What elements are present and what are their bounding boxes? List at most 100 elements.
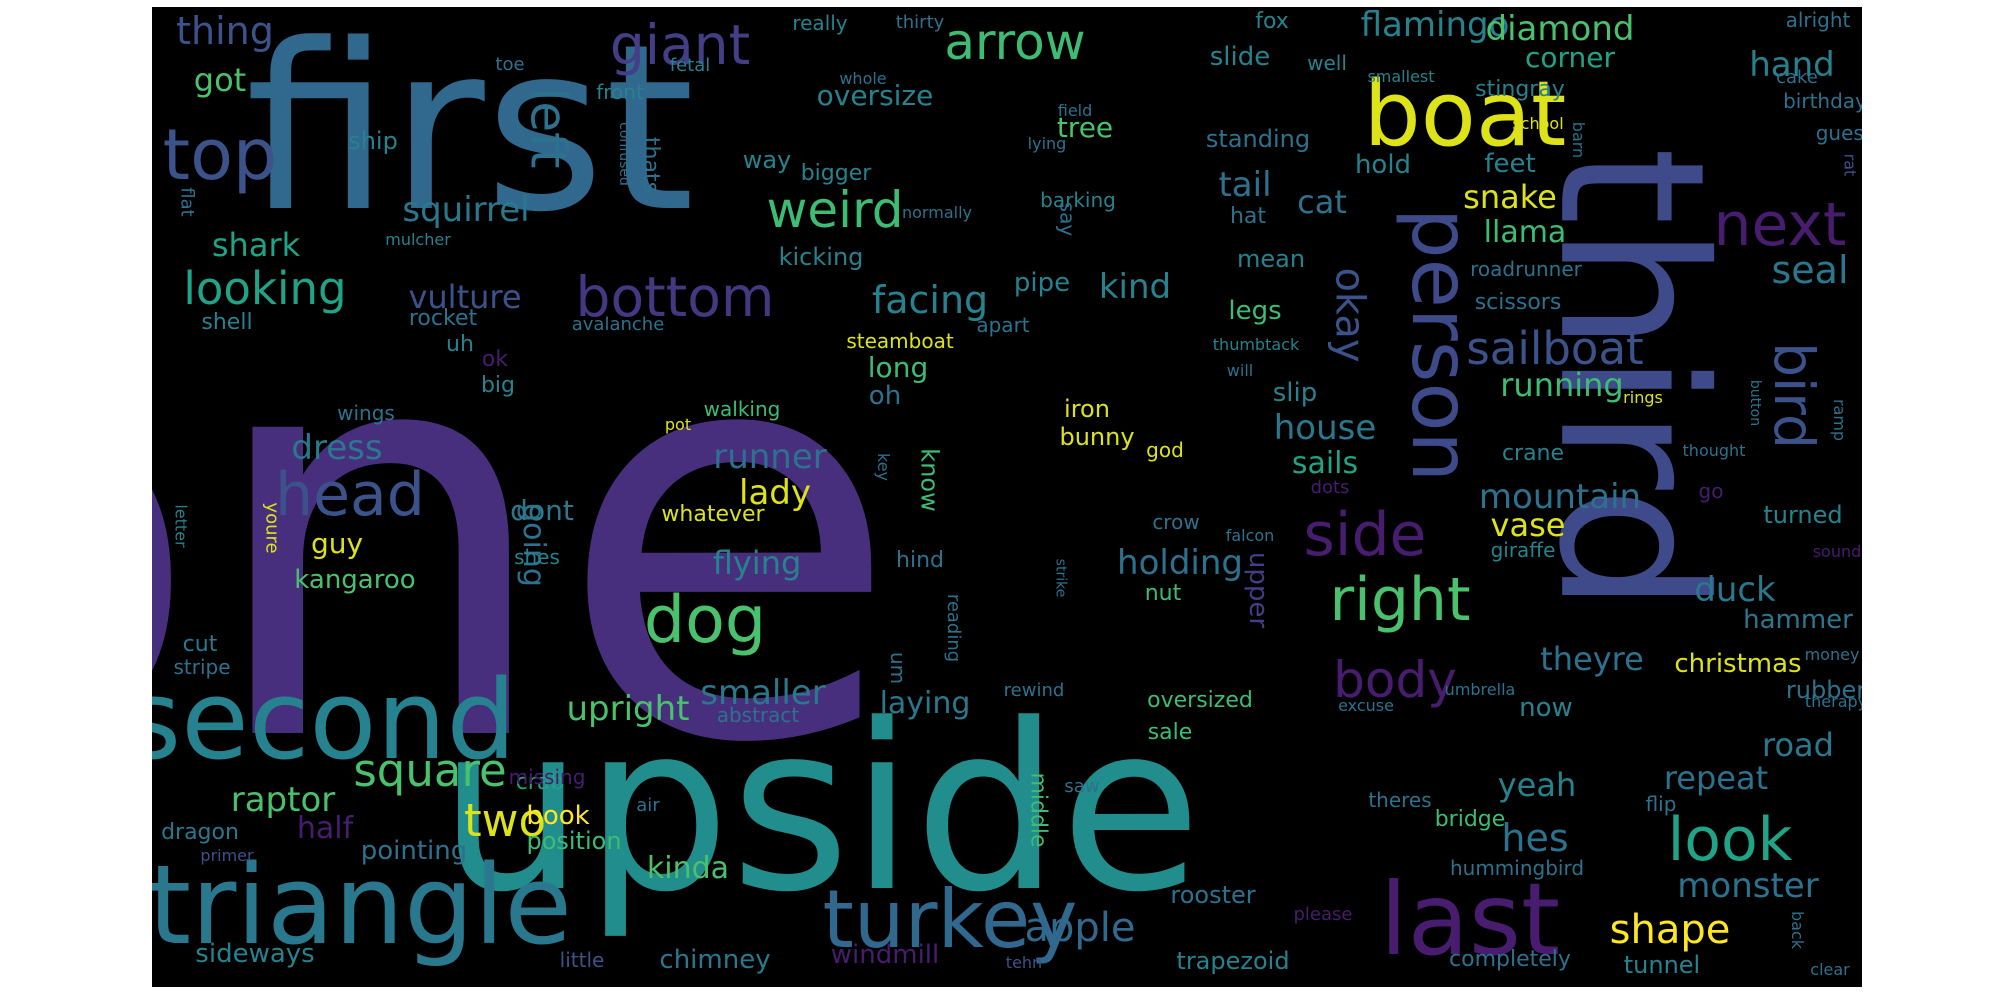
word-crow: crow: [1152, 510, 1200, 534]
word-monster: monster: [1677, 866, 1819, 906]
word-side: side: [1303, 500, 1427, 570]
word-smaller: smaller: [700, 673, 826, 713]
word-crane: crane: [1501, 441, 1565, 466]
word-repeat: repeat: [1663, 759, 1769, 797]
word-kicking: kicking: [778, 243, 864, 271]
word-hes: hes: [1501, 816, 1569, 860]
word-hind: hind: [896, 548, 944, 573]
word-tree: tree: [1056, 111, 1114, 144]
word-bigger: bigger: [800, 161, 872, 186]
word-flamingo: flamingo: [1360, 7, 1510, 45]
word-big: big: [480, 373, 516, 398]
word-key: key: [873, 452, 893, 482]
word-arrow: arrow: [944, 13, 1086, 71]
word-laying: laying: [879, 686, 971, 721]
word-llama: llama: [1483, 215, 1567, 250]
word-slide: slide: [1209, 42, 1271, 72]
word-flat: flat: [177, 187, 198, 217]
word-road: road: [1762, 726, 1834, 764]
word-god: god: [1146, 438, 1184, 462]
word-little: little: [559, 948, 605, 972]
word-book: book: [526, 801, 590, 831]
word-half: half: [296, 811, 354, 846]
word-youre: youre: [262, 502, 283, 554]
word-vulture: vulture: [408, 278, 522, 316]
word-thought: thought: [1682, 441, 1746, 460]
word-roadrunner: roadrunner: [1470, 257, 1582, 281]
word-steamboat: steamboat: [846, 329, 954, 353]
word-mean: mean: [1236, 245, 1306, 273]
word-lady: lady: [739, 473, 811, 513]
word-crab: crab: [515, 770, 565, 795]
word-dots: dots: [1310, 477, 1350, 498]
word-boat: boat: [1363, 62, 1567, 167]
word-hat: hat: [1229, 204, 1267, 229]
word-iron: iron: [1064, 395, 1110, 423]
word-rubber: rubber: [1785, 676, 1862, 704]
word-thumbtack: thumbtack: [1212, 335, 1300, 354]
word-ship: ship: [348, 127, 398, 155]
word-rooster: rooster: [1170, 881, 1256, 909]
word-guess: guess: [1815, 121, 1862, 145]
word-ok: ok: [481, 347, 509, 372]
word-saw: saw: [1064, 776, 1100, 797]
word-oversize: oversize: [816, 79, 934, 112]
word-last: last: [1379, 861, 1561, 978]
word-missing: missing: [508, 765, 586, 789]
word-pipe: pipe: [1013, 268, 1071, 298]
word-dog: dog: [643, 582, 767, 658]
word-upper: upper: [1242, 551, 1273, 629]
word-first: first: [245, 7, 695, 263]
word-please: please: [1293, 904, 1353, 925]
word-theyre: theyre: [1540, 640, 1644, 678]
word-wings: wings: [337, 401, 395, 425]
word-money: money: [1804, 645, 1860, 664]
word-hold: hold: [1354, 150, 1412, 180]
word-cake: cake: [1776, 67, 1818, 88]
word-well: well: [1307, 51, 1347, 75]
word-top: top: [162, 114, 278, 196]
word-pot: pot: [664, 415, 692, 434]
word-guy: guy: [310, 527, 364, 560]
word-corner: corner: [1524, 41, 1616, 74]
word-sideways: sideways: [195, 939, 315, 969]
word-raptor: raptor: [230, 780, 336, 820]
word-lying: lying: [1027, 134, 1067, 153]
word-falcon: falcon: [1225, 526, 1275, 545]
word-snake: snake: [1463, 178, 1557, 216]
word-pointing: pointing: [360, 836, 468, 866]
word-whatever: whatever: [661, 502, 765, 527]
word-bird: bird: [1761, 341, 1826, 449]
word-christmas: christmas: [1674, 649, 1802, 679]
word-upside: upside: [438, 676, 1202, 943]
word-house: house: [1273, 408, 1377, 448]
word-next: next: [1713, 190, 1847, 260]
word-rewind: rewind: [1003, 680, 1065, 701]
word-mountain: mountain: [1478, 477, 1642, 517]
word-reading: reading: [943, 593, 964, 663]
word-normally: normally: [902, 203, 972, 222]
word-kind: kind: [1098, 267, 1172, 307]
word-vase: vase: [1490, 506, 1566, 544]
word-trapezoid: trapezoid: [1176, 947, 1290, 975]
word-duck: duck: [1694, 570, 1776, 610]
word-letter: letter: [171, 504, 191, 548]
word-primer: primer: [200, 846, 254, 865]
word-windmill: windmill: [830, 940, 940, 970]
word-cut: cut: [182, 632, 218, 657]
word-square: square: [353, 743, 507, 797]
word-long: long: [867, 351, 929, 384]
word-sale: sale: [1147, 720, 1193, 745]
word-nut: nut: [1144, 581, 1182, 606]
word-squirrel: squirrel: [402, 190, 530, 230]
word-body: body: [1333, 651, 1457, 709]
word-thing: thing: [176, 9, 274, 53]
word-diamond: diamond: [1485, 9, 1635, 49]
word-oversized: oversized: [1147, 688, 1253, 713]
word-standing: standing: [1205, 125, 1311, 153]
word-ramp: ramp: [1830, 398, 1849, 442]
word-thats: thats: [637, 136, 663, 194]
word-avalanche: avalanche: [571, 314, 665, 335]
word-dress: dress: [291, 428, 383, 468]
word-say: say: [1054, 201, 1079, 237]
